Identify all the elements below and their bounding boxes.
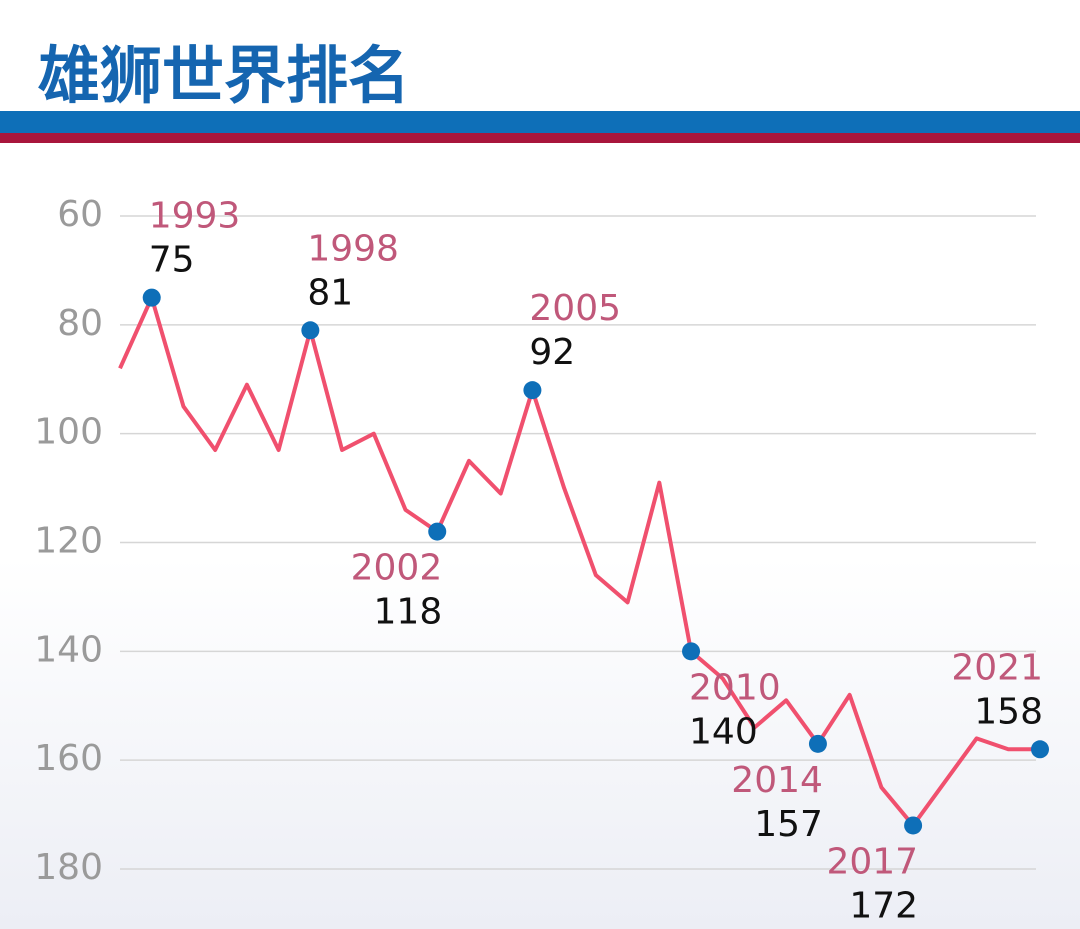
marker bbox=[1031, 740, 1049, 759]
y-tick-label: 180 bbox=[34, 847, 103, 888]
value-label: 118 bbox=[374, 592, 443, 633]
year-label: 1993 bbox=[149, 196, 241, 237]
year-label: 2005 bbox=[529, 288, 621, 329]
value-label: 81 bbox=[307, 272, 353, 313]
value-label: 75 bbox=[149, 240, 195, 281]
y-tick-label: 100 bbox=[34, 412, 103, 453]
year-label: 2021 bbox=[951, 647, 1043, 688]
marker bbox=[682, 642, 701, 661]
marker bbox=[523, 381, 542, 400]
value-label: 172 bbox=[849, 885, 918, 926]
year-label: 2014 bbox=[731, 760, 823, 801]
y-tick-label: 120 bbox=[34, 521, 103, 562]
value-label: 157 bbox=[754, 804, 823, 845]
value-label: 158 bbox=[974, 691, 1043, 732]
header-bar bbox=[0, 133, 1080, 143]
marker bbox=[808, 734, 827, 753]
marker bbox=[428, 522, 447, 541]
value-label: 140 bbox=[689, 711, 758, 752]
value-label: 92 bbox=[529, 332, 575, 373]
y-tick-label: 160 bbox=[34, 738, 103, 779]
year-label: 2017 bbox=[826, 841, 918, 882]
y-tick-label: 80 bbox=[57, 303, 103, 344]
marker bbox=[904, 816, 923, 835]
chart-title: 雄狮世界排名 bbox=[38, 39, 410, 112]
header-bar bbox=[0, 111, 1080, 133]
year-label: 1998 bbox=[307, 228, 399, 269]
year-label: 2010 bbox=[689, 667, 781, 708]
marker bbox=[142, 288, 161, 307]
y-tick-label: 60 bbox=[57, 194, 103, 235]
year-label: 2002 bbox=[351, 548, 443, 589]
line bbox=[118, 295, 1040, 828]
marker bbox=[301, 321, 320, 340]
y-tick-label: 140 bbox=[34, 629, 103, 670]
